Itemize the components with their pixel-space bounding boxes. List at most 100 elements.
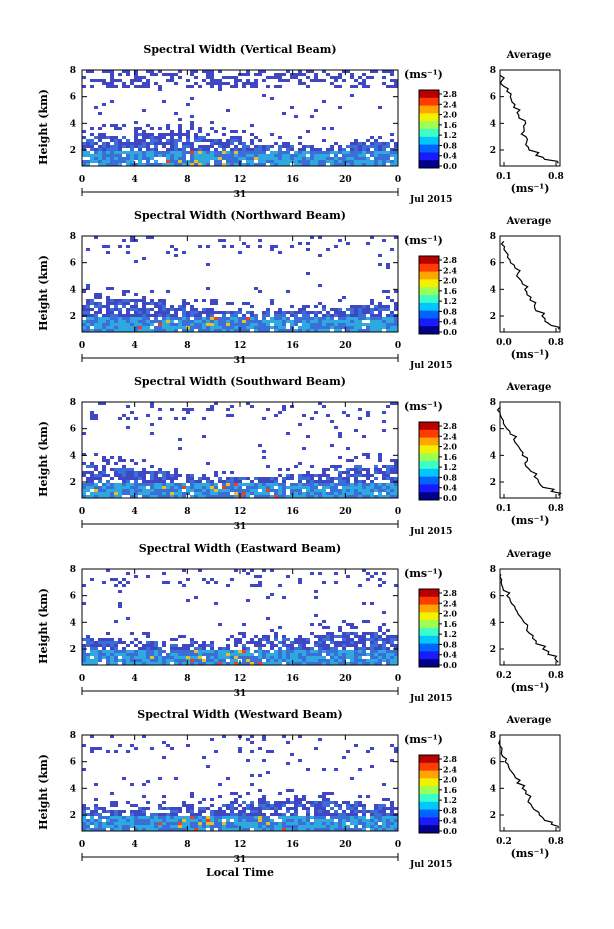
- heatmap-cell: [230, 326, 234, 329]
- heatmap-cell: [146, 807, 150, 810]
- heatmap-cell: [130, 656, 134, 659]
- heatmap-cell: [154, 329, 158, 332]
- heatmap-cell: [394, 302, 398, 305]
- heatmap-cell: [318, 323, 322, 326]
- heatmap-cell: [306, 656, 310, 659]
- heatmap-cell: [234, 317, 238, 320]
- average-frame: [499, 734, 561, 832]
- heatmap-cell: [154, 474, 158, 477]
- heatmap-cell: [318, 329, 322, 332]
- heatmap-cell: [250, 326, 254, 329]
- heatmap-cell: [122, 305, 126, 308]
- heatmap-cell: [102, 157, 106, 160]
- heatmap-cell: [230, 810, 234, 813]
- heatmap-cell: [338, 299, 342, 302]
- avg-x-tick-label: 0.2: [496, 671, 512, 681]
- heatmap-cell: [82, 602, 86, 605]
- heatmap-cell: [374, 813, 378, 816]
- heatmap-cell: [346, 632, 350, 635]
- heatmap-cell: [298, 163, 302, 166]
- heatmap-cell: [90, 154, 94, 157]
- heatmap-cell: [106, 314, 110, 317]
- heatmap-cell: [210, 320, 214, 323]
- heatmap-cell: [278, 813, 282, 816]
- average-x-unit: (ms⁻¹): [510, 847, 550, 860]
- heatmap-cell: [302, 151, 306, 154]
- heatmap-cell: [166, 311, 170, 314]
- heatmap-cell: [214, 581, 218, 584]
- heatmap-cell: [82, 142, 86, 145]
- heatmap-cell: [282, 163, 286, 166]
- heatmap-cell: [274, 495, 278, 498]
- heatmap-cell: [98, 471, 102, 474]
- heatmap-cell: [122, 480, 126, 483]
- heatmap-cell: [130, 323, 134, 326]
- heatmap-cell: [154, 136, 158, 139]
- heatmap-cell: [318, 483, 322, 486]
- heatmap-cell: [178, 656, 182, 659]
- heatmap-cell: [350, 474, 354, 477]
- heatmap-cell: [342, 160, 346, 163]
- heatmap-cell: [350, 73, 354, 76]
- heatmap-cell: [174, 813, 178, 816]
- heatmap-cell: [206, 311, 210, 314]
- heatmap-cell: [190, 644, 194, 647]
- heatmap-cell: [246, 323, 250, 326]
- heatmap-cell: [206, 822, 210, 825]
- heatmap-cell: [258, 662, 262, 665]
- heatmap-cell: [206, 263, 210, 266]
- heatmap-cell: [266, 323, 270, 326]
- heatmap-cell: [386, 638, 390, 641]
- heatmap-cell: [234, 801, 238, 804]
- heatmap-cell: [334, 644, 338, 647]
- y-tick-label: 8: [70, 731, 76, 741]
- heatmap-cell: [258, 650, 262, 653]
- heatmap-cell: [234, 477, 238, 480]
- heatmap-cell: [374, 822, 378, 825]
- heatmap-cell: [114, 326, 118, 329]
- heatmap-cell: [386, 662, 390, 665]
- colorbar-segment: [419, 287, 439, 296]
- heatmap-cell: [230, 816, 234, 819]
- heatmap-cell: [374, 163, 378, 166]
- heatmap-cell: [354, 468, 358, 471]
- heatmap-cell: [254, 73, 258, 76]
- avg-y-tick-label: 8: [490, 565, 496, 575]
- heatmap-cell: [82, 656, 86, 659]
- heatmap-cell: [110, 100, 114, 103]
- colorbar-tick-label: 2.8: [443, 421, 457, 431]
- heatmap-cell: [118, 323, 122, 326]
- heatmap-cell: [302, 314, 306, 317]
- average-title: Average: [506, 50, 552, 61]
- heatmap-cell: [158, 777, 162, 780]
- heatmap-cell: [114, 492, 118, 495]
- heatmap-cell: [370, 659, 374, 662]
- heatmap-cell: [202, 136, 206, 139]
- heatmap-cell: [218, 650, 222, 653]
- heatmap-cell: [374, 644, 378, 647]
- heatmap-cell: [118, 486, 122, 489]
- heatmap-cell: [370, 145, 374, 148]
- heatmap-cell: [150, 662, 154, 665]
- heatmap-cell: [134, 293, 138, 296]
- heatmap-cell: [270, 248, 274, 251]
- heatmap-cell: [382, 145, 386, 148]
- heatmap-cell: [102, 471, 106, 474]
- heatmap-cell: [214, 163, 218, 166]
- heatmap-cell: [366, 632, 370, 635]
- heatmap-cell: [106, 82, 110, 85]
- heatmap-cell: [122, 157, 126, 160]
- heatmap-cell: [354, 810, 358, 813]
- heatmap-cell: [358, 641, 362, 644]
- colorbar-segment: [419, 279, 439, 288]
- heatmap-cell: [118, 326, 122, 329]
- heatmap-cell: [190, 807, 194, 810]
- heatmap-cell: [346, 819, 350, 822]
- heatmap-cell: [346, 326, 350, 329]
- heatmap-cell: [170, 317, 174, 320]
- heatmap-cell: [174, 653, 178, 656]
- heatmap-cell: [354, 320, 358, 323]
- heatmap-cell: [118, 308, 122, 311]
- heatmap-cell: [382, 653, 386, 656]
